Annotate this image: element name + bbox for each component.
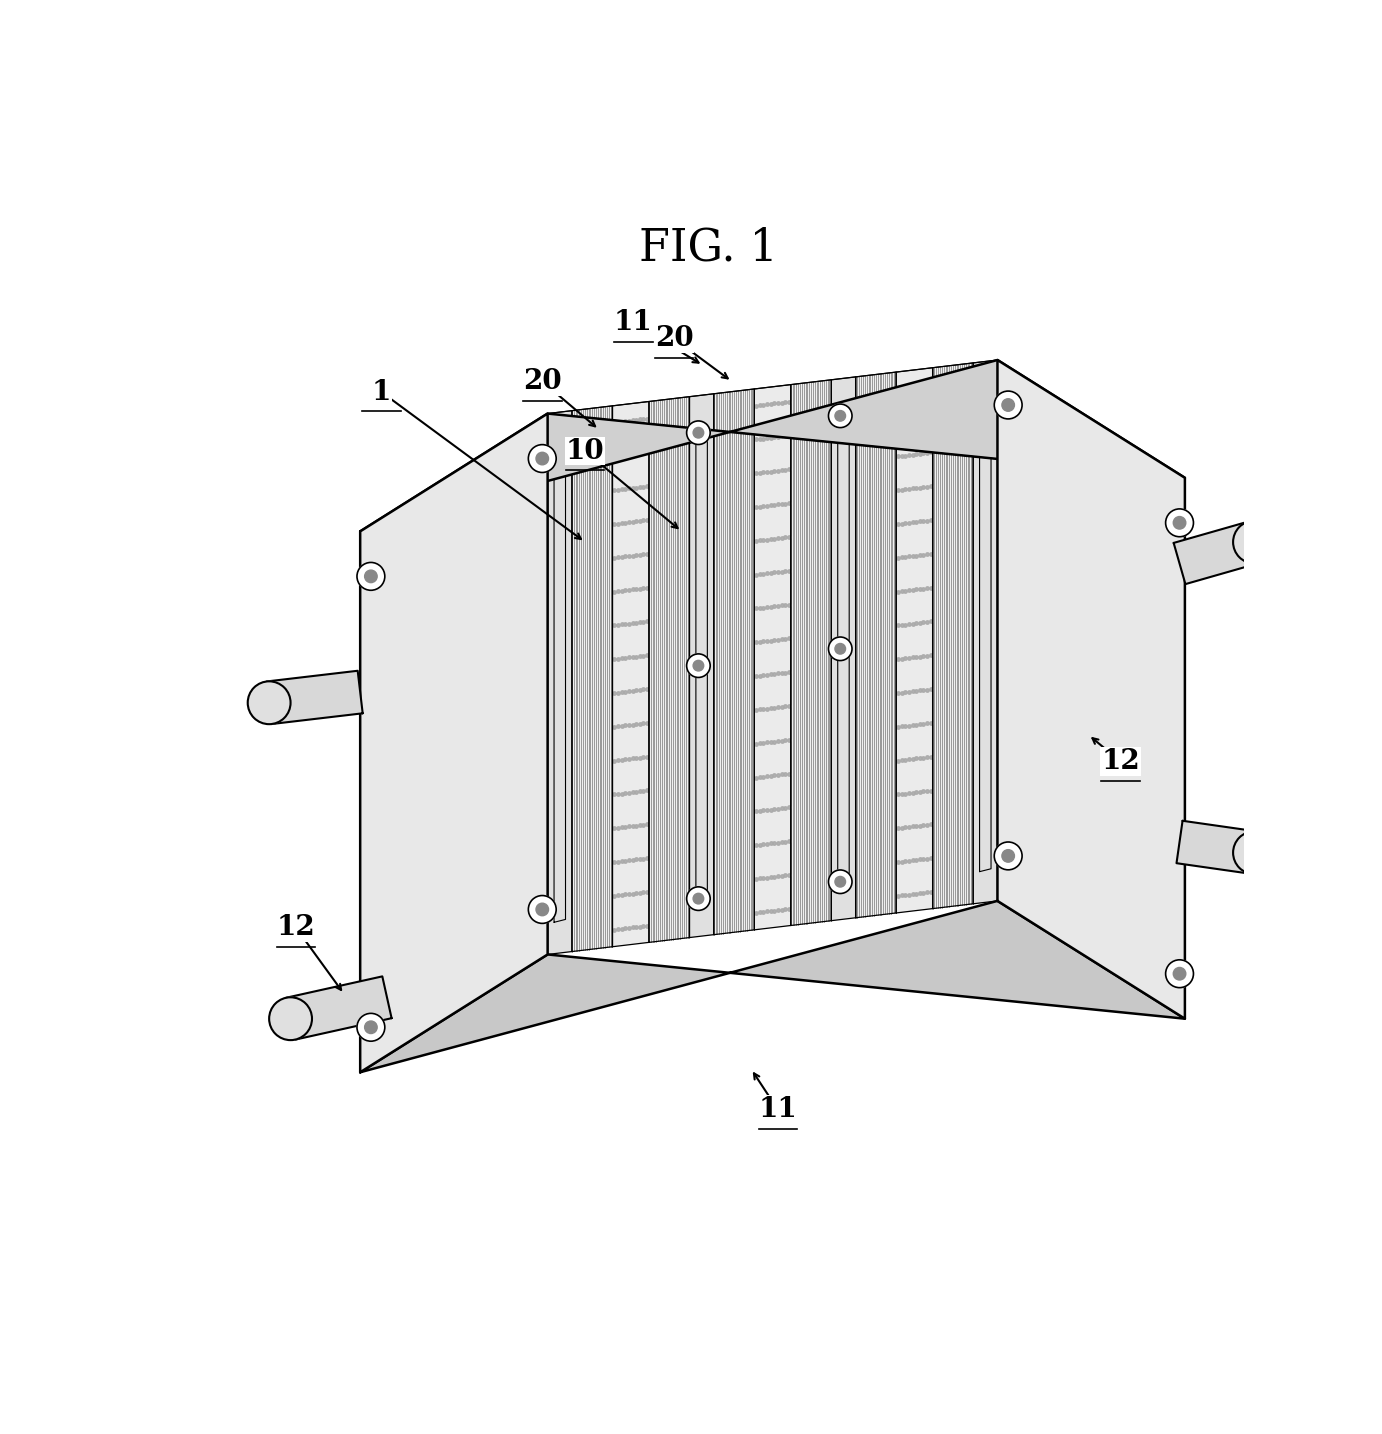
Circle shape xyxy=(835,876,846,888)
Circle shape xyxy=(269,997,312,1040)
Polygon shape xyxy=(855,371,896,918)
Polygon shape xyxy=(896,367,933,913)
Polygon shape xyxy=(690,394,713,938)
Text: 11: 11 xyxy=(614,308,652,336)
Text: 10: 10 xyxy=(565,437,604,465)
Circle shape xyxy=(1165,509,1194,536)
Text: 12: 12 xyxy=(276,913,315,941)
Text: 12: 12 xyxy=(1101,749,1140,776)
Polygon shape xyxy=(361,360,1184,532)
Text: 20: 20 xyxy=(655,326,694,353)
Circle shape xyxy=(1002,399,1014,412)
Polygon shape xyxy=(650,397,690,942)
Circle shape xyxy=(687,886,710,911)
Polygon shape xyxy=(1173,522,1260,584)
Circle shape xyxy=(835,410,846,422)
Circle shape xyxy=(687,654,710,677)
Text: 1: 1 xyxy=(372,379,391,406)
Circle shape xyxy=(247,681,290,724)
Polygon shape xyxy=(612,402,650,946)
Polygon shape xyxy=(361,413,547,1073)
Polygon shape xyxy=(791,380,832,925)
Text: 20: 20 xyxy=(522,369,561,394)
Polygon shape xyxy=(361,901,1184,1073)
Circle shape xyxy=(1173,968,1186,979)
Polygon shape xyxy=(267,671,362,724)
Polygon shape xyxy=(1176,820,1258,873)
Circle shape xyxy=(1233,521,1276,564)
Circle shape xyxy=(1173,516,1186,529)
Polygon shape xyxy=(547,410,572,955)
Circle shape xyxy=(994,842,1023,870)
Polygon shape xyxy=(547,360,998,955)
Circle shape xyxy=(694,661,703,671)
Circle shape xyxy=(365,1021,377,1034)
Circle shape xyxy=(694,427,703,437)
Polygon shape xyxy=(933,363,973,909)
Polygon shape xyxy=(572,406,612,952)
Circle shape xyxy=(536,903,549,916)
Circle shape xyxy=(536,452,549,465)
Text: FIG. 1: FIG. 1 xyxy=(638,227,778,270)
Circle shape xyxy=(357,1014,384,1041)
Polygon shape xyxy=(832,377,855,921)
Circle shape xyxy=(828,870,853,893)
Circle shape xyxy=(828,404,853,427)
Circle shape xyxy=(365,571,377,582)
Circle shape xyxy=(357,562,384,591)
Circle shape xyxy=(828,637,853,661)
Text: 11: 11 xyxy=(759,1096,797,1123)
Polygon shape xyxy=(998,360,1184,1018)
Circle shape xyxy=(1165,959,1194,988)
Polygon shape xyxy=(286,977,391,1040)
Circle shape xyxy=(994,391,1023,419)
Circle shape xyxy=(528,896,556,923)
Polygon shape xyxy=(973,360,998,903)
Circle shape xyxy=(1233,832,1276,875)
Circle shape xyxy=(687,422,710,445)
Circle shape xyxy=(528,445,556,472)
Circle shape xyxy=(835,644,846,654)
Polygon shape xyxy=(755,384,791,929)
Polygon shape xyxy=(713,389,755,935)
Circle shape xyxy=(694,893,703,903)
Circle shape xyxy=(1002,849,1014,862)
